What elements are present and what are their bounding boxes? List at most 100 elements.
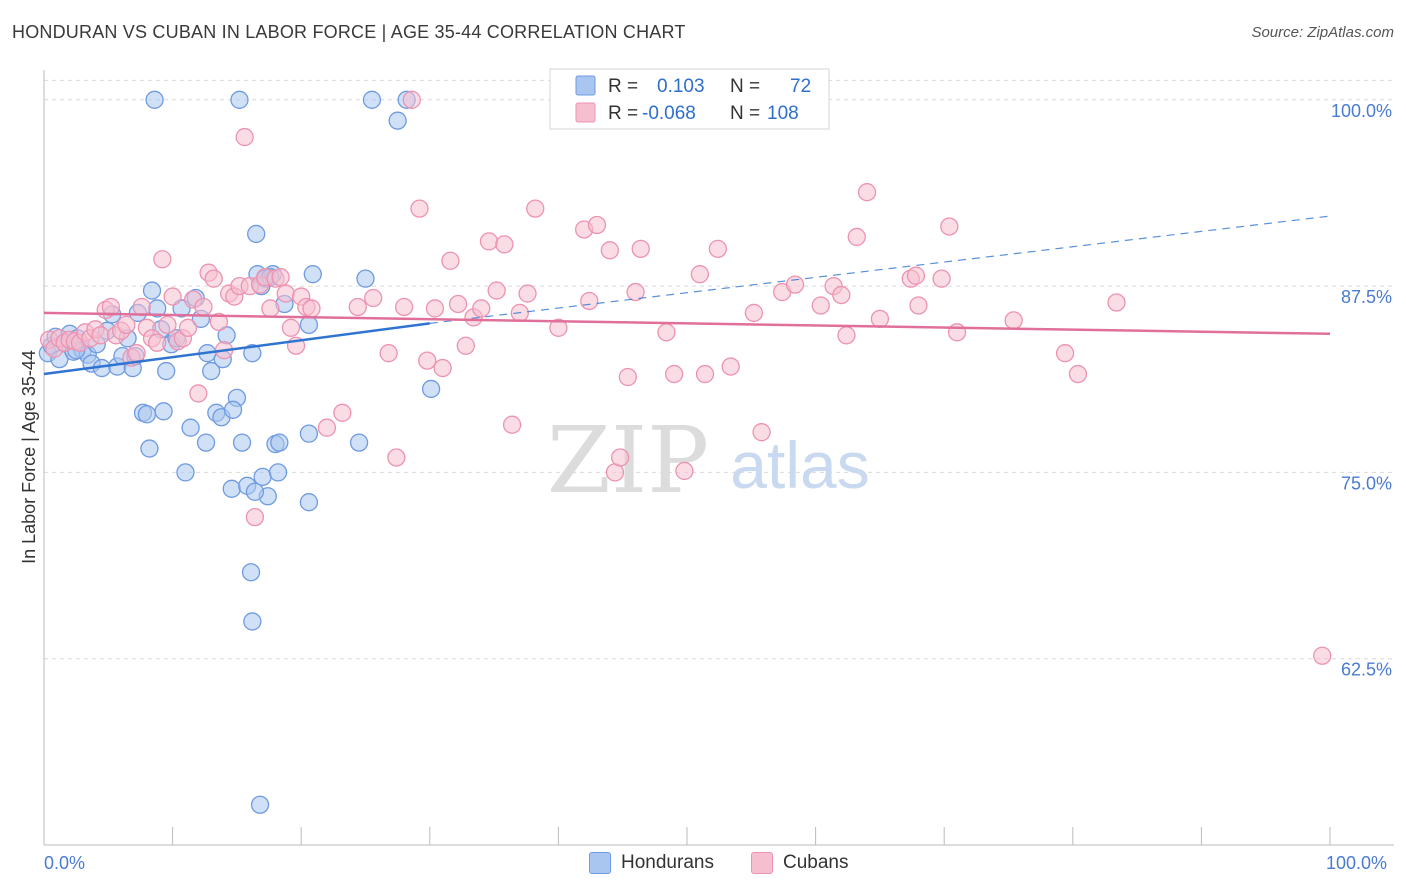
- cubans-point-51: [302, 299, 321, 318]
- cubans-point-78: [580, 291, 599, 311]
- cubans-point-114: [932, 269, 951, 288]
- hondurans-point-69: [299, 315, 319, 335]
- legend-r-value-2: -0.068: [642, 103, 696, 124]
- cubans-point-21: [148, 333, 167, 352]
- cubans-point-17: [127, 344, 146, 363]
- cubans-point-56: [379, 344, 398, 363]
- cubans-point-92: [721, 357, 740, 376]
- trend-lines: [43, 215, 1331, 376]
- hondurans-point-53: [241, 563, 261, 582]
- legend-n-label-2: N =: [730, 103, 760, 124]
- cubans-point-113: [906, 266, 926, 285]
- cubans-point-100: [837, 326, 856, 345]
- cubans-point-93: [744, 303, 764, 323]
- y-tick-labels: 62.5% 75.0% 87.5% 100.0%: [1331, 101, 1392, 680]
- legend-label-hondurans: Hondurans: [621, 852, 714, 873]
- hondurans-point-71: [299, 424, 319, 443]
- y-tick-label-0: 62.5%: [1341, 660, 1392, 680]
- hondurans-point-65: [247, 224, 266, 244]
- cubans-point-83: [618, 367, 637, 387]
- cubans-point-96: [785, 275, 805, 294]
- hondurans-point-73: [356, 269, 375, 288]
- cubans-point-53: [333, 403, 352, 422]
- cubans-point-24: [163, 287, 182, 306]
- legend-n-value-2: 108: [767, 103, 799, 124]
- cubans-point-86: [657, 323, 676, 342]
- cubans-point-82: [610, 448, 630, 467]
- legend-label-cubans: Cubans: [783, 852, 849, 873]
- cubans-point-87: [664, 364, 684, 384]
- cubans-point-102: [857, 183, 877, 202]
- cubans-point-103: [870, 309, 890, 329]
- cubans-point-52: [317, 418, 337, 437]
- legend-item-cubans[interactable]: Cubans: [751, 852, 849, 874]
- cubans-point-66: [456, 336, 475, 355]
- cubans-point-64: [441, 251, 460, 270]
- cubans-point-32: [204, 269, 223, 288]
- cubans-point-84: [626, 282, 645, 302]
- source-credit: Source: ZipAtlas.com: [1251, 24, 1394, 41]
- cubans-point-71: [495, 235, 514, 254]
- cubans-point-61: [418, 351, 437, 370]
- cubans-point-94: [752, 423, 771, 442]
- chart-title: HONDURAN VS CUBAN IN LABOR FORCE | AGE 3…: [12, 22, 686, 42]
- cubans-point-58: [394, 297, 414, 317]
- cubans-point-111: [1107, 293, 1126, 312]
- cubans-point-45: [271, 268, 290, 287]
- hondurans-point-58: [243, 612, 262, 631]
- cubans-point-75: [526, 199, 545, 218]
- cubans-point-65: [448, 294, 468, 314]
- hondurans-point-38: [222, 479, 241, 498]
- hondurans-point-62: [362, 90, 382, 109]
- cubans-point-62: [425, 299, 445, 318]
- legend-swatch-cubans: [575, 102, 596, 123]
- hondurans-point-60: [145, 90, 164, 109]
- hondurans-point-74: [421, 379, 441, 399]
- cubans-point-70: [487, 281, 506, 300]
- hondurans-point-48: [140, 439, 159, 458]
- cubans-point-15: [117, 315, 136, 335]
- hondurans-points: [38, 90, 441, 814]
- legend-swatch-cubans-bottom: [751, 852, 773, 874]
- cubans-point-10: [91, 326, 110, 345]
- cubans-point-110: [1068, 364, 1088, 384]
- y-tick-label-3: 100.0%: [1331, 101, 1392, 121]
- cubans-point-59: [402, 90, 421, 109]
- cubans-point-43: [261, 299, 280, 318]
- cubans-point-55: [364, 288, 383, 308]
- legend-item-hondurans[interactable]: Hondurans: [589, 852, 714, 874]
- hondurans-point-70: [299, 493, 319, 512]
- legend-n-value-1: 72: [790, 76, 811, 97]
- legend-swatch-hondurans: [575, 75, 596, 96]
- hondurans-point-47: [268, 463, 288, 482]
- hondurans-point-40: [232, 433, 252, 452]
- hondurans-point-59: [250, 795, 270, 814]
- x-tick-label-min: 0.0%: [44, 853, 86, 873]
- hondurans-point-61: [230, 90, 249, 109]
- hondurans-trend-line: [43, 322, 430, 376]
- cubans-point-88: [675, 461, 694, 481]
- hondurans-point-52: [223, 400, 243, 419]
- cubans-point-27: [178, 318, 198, 337]
- cubans-point-101: [847, 227, 866, 247]
- cubans-point-106: [940, 217, 959, 236]
- cubans-point-80: [600, 241, 619, 260]
- cubans-point-38: [235, 127, 254, 147]
- cubans-point-46: [276, 284, 295, 303]
- cubans-point-12: [101, 297, 121, 317]
- hondurans-point-22: [142, 281, 162, 300]
- hondurans-point-25: [157, 361, 176, 381]
- legend-r-label-2: R =: [608, 103, 638, 124]
- cubans-point-22: [153, 250, 172, 269]
- cubans-point-99: [832, 285, 851, 305]
- cubans-point-23: [158, 315, 177, 335]
- axes: [43, 70, 1394, 846]
- cubans-point-89: [690, 265, 710, 284]
- cubans-point-29: [189, 384, 208, 403]
- hondurans-point-34: [202, 361, 221, 381]
- hondurans-point-72: [349, 433, 369, 452]
- hondurans-point-64: [388, 111, 407, 130]
- cubans-point-76: [549, 318, 568, 337]
- cubans-point-97: [811, 296, 830, 315]
